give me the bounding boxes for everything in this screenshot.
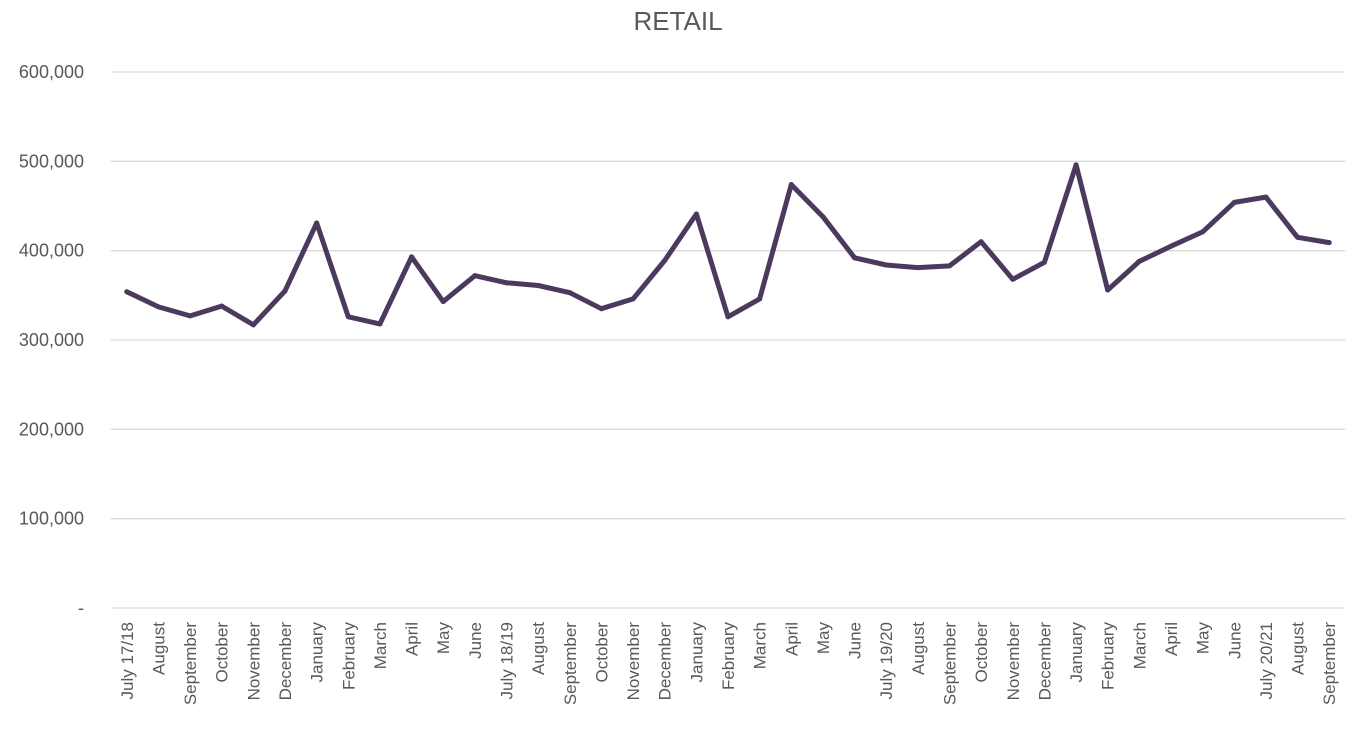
data-point xyxy=(282,288,288,294)
x-tick-label: February xyxy=(1099,622,1118,691)
data-point xyxy=(1105,287,1111,293)
y-axis-ticks: - 100,000 200,000 300,000 400,000 500,000 600,… xyxy=(19,62,84,618)
data-point xyxy=(1010,276,1016,282)
x-axis-ticks: July 17/18 August September October November… xyxy=(118,622,1339,706)
x-tick-label: July 20/21 xyxy=(1257,622,1276,700)
series-line xyxy=(124,162,1332,328)
x-tick-label: February xyxy=(719,622,738,691)
y-tick-label: 500,000 xyxy=(19,151,84,171)
x-tick-label: June xyxy=(846,622,865,659)
data-point xyxy=(788,182,794,188)
data-point xyxy=(472,273,478,279)
y-tick-label: - xyxy=(78,598,84,618)
x-tick-label: October xyxy=(213,622,232,683)
data-point xyxy=(504,280,510,286)
data-point xyxy=(1326,240,1332,246)
x-tick-label: May xyxy=(1194,622,1213,655)
x-tick-label: August xyxy=(909,622,928,675)
x-tick-label: January xyxy=(687,622,706,683)
y-tick-label: 400,000 xyxy=(19,241,84,261)
x-tick-label: May xyxy=(434,622,453,655)
x-tick-label: August xyxy=(529,622,548,675)
data-point xyxy=(345,314,351,320)
x-tick-label: July 17/18 xyxy=(118,622,137,700)
x-tick-label: July 18/19 xyxy=(498,622,517,700)
data-point xyxy=(978,239,984,245)
data-point xyxy=(1200,229,1206,235)
x-tick-label: September xyxy=(181,622,200,705)
x-tick-label: March xyxy=(751,622,770,669)
data-point xyxy=(187,313,193,319)
data-point xyxy=(1263,194,1269,200)
data-point xyxy=(567,290,573,296)
x-tick-label: December xyxy=(276,622,295,701)
data-point xyxy=(409,254,415,260)
y-tick-label: 300,000 xyxy=(19,330,84,350)
data-point xyxy=(662,257,668,263)
x-tick-label: December xyxy=(1035,622,1054,701)
data-point xyxy=(377,321,383,327)
data-point xyxy=(1136,258,1142,264)
data-point xyxy=(535,283,541,289)
data-point xyxy=(250,322,256,328)
series-layer xyxy=(124,162,1332,328)
data-point xyxy=(124,289,130,295)
data-point xyxy=(314,220,320,226)
x-tick-label: May xyxy=(814,622,833,655)
data-point xyxy=(440,299,446,305)
y-tick-label: 100,000 xyxy=(19,509,84,529)
x-tick-label: April xyxy=(403,622,422,656)
x-tick-label: June xyxy=(1225,622,1244,659)
x-tick-label: June xyxy=(466,622,485,659)
data-point xyxy=(219,303,225,309)
data-point xyxy=(630,296,636,302)
y-tick-label: 200,000 xyxy=(19,419,84,439)
x-tick-label: December xyxy=(656,622,675,701)
data-point xyxy=(1168,243,1174,249)
x-tick-label: March xyxy=(1130,622,1149,669)
data-point xyxy=(915,265,921,271)
x-tick-label: March xyxy=(371,622,390,669)
x-tick-label: September xyxy=(561,622,580,705)
x-tick-label: October xyxy=(592,622,611,683)
data-point xyxy=(1073,162,1079,168)
chart-title: RETAIL xyxy=(633,6,722,36)
data-point xyxy=(883,262,889,268)
x-tick-label: August xyxy=(149,622,168,675)
x-tick-label: November xyxy=(624,622,643,701)
data-point xyxy=(757,296,763,302)
data-point xyxy=(820,214,826,220)
data-point xyxy=(693,211,699,217)
data-point xyxy=(1295,234,1301,240)
x-tick-label: February xyxy=(339,622,358,691)
x-tick-label: November xyxy=(244,622,263,701)
data-point xyxy=(1231,199,1237,205)
data-point xyxy=(1041,259,1047,265)
x-tick-label: October xyxy=(972,622,991,683)
x-tick-label: September xyxy=(940,622,959,705)
data-point xyxy=(946,263,952,269)
x-tick-label: January xyxy=(1067,622,1086,683)
x-tick-label: April xyxy=(1162,622,1181,656)
data-point xyxy=(155,304,161,310)
x-tick-label: July 19/20 xyxy=(877,622,896,700)
gridlines xyxy=(111,71,1345,609)
y-tick-label: 600,000 xyxy=(19,62,84,82)
x-tick-label: January xyxy=(308,622,327,683)
x-tick-label: April xyxy=(782,622,801,656)
x-tick-label: November xyxy=(1004,622,1023,701)
x-tick-label: September xyxy=(1320,622,1339,705)
data-point xyxy=(852,255,858,261)
data-point xyxy=(598,306,604,312)
data-point xyxy=(725,314,731,320)
x-tick-label: August xyxy=(1289,622,1308,675)
